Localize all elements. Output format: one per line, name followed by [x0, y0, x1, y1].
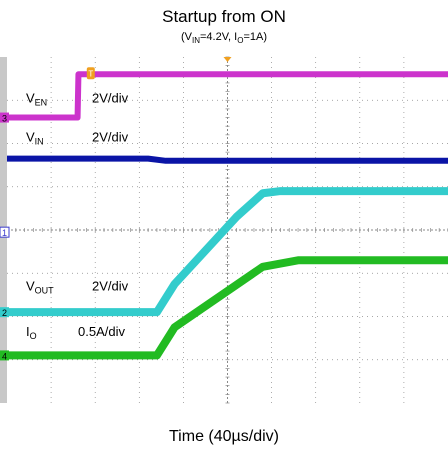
channel-label-i-o: IO: [26, 324, 37, 341]
subtitle-io-value: =1A): [243, 31, 267, 43]
channel-scale-v-out: 2V/div: [92, 279, 129, 294]
channel-marker-4: [0, 350, 9, 361]
chart-title: Startup from ON: [162, 7, 286, 26]
channel-scale-v-in: 2V/div: [92, 129, 129, 144]
trace-v-en: [7, 71, 448, 121]
channel-marker-text-1: 1: [2, 228, 7, 238]
channel-label-v-en: VEN: [26, 90, 47, 107]
channel-marker-3: [0, 112, 9, 123]
channel-marker-2: [0, 307, 9, 318]
channel-label-v-out: VOUT: [26, 279, 54, 296]
x-axis-label: Time (40µs/div): [169, 428, 279, 445]
chart-subtitle: (VIN=4.2V, IO=1A): [0, 31, 448, 45]
channel-label-v-in: VIN: [26, 129, 44, 146]
subtitle-vin-label: V: [184, 31, 192, 43]
trace-v-out: [7, 187, 448, 317]
channel-marker-text-2: 2: [2, 308, 7, 318]
channel-marker-text-4: 4: [2, 351, 7, 361]
trace-i-o: [7, 256, 448, 360]
subtitle-io-sub: O: [237, 36, 244, 46]
trigger-level-marker-text: T: [88, 69, 93, 78]
subtitle-vin-sub: IN: [192, 36, 200, 46]
trace-v-in: [7, 155, 448, 164]
channel-scale-i-o: 0.5A/div: [78, 324, 125, 339]
channel-marker-1: [0, 226, 10, 238]
oscilloscope-plot: VEN 2V/div VIN 2V/div VOUT 2V/div IO 0.5A/div 3 2…: [0, 56, 448, 404]
trigger-position-marker: [223, 57, 232, 62]
channel-scale-v-en: 2V/div: [92, 90, 129, 105]
subtitle-vin-value: =4.2V, I: [200, 31, 238, 43]
channel-marker-text-3: 3: [2, 114, 7, 124]
trigger-level-marker: [86, 67, 95, 80]
subtitle-open-paren: (: [180, 31, 185, 43]
